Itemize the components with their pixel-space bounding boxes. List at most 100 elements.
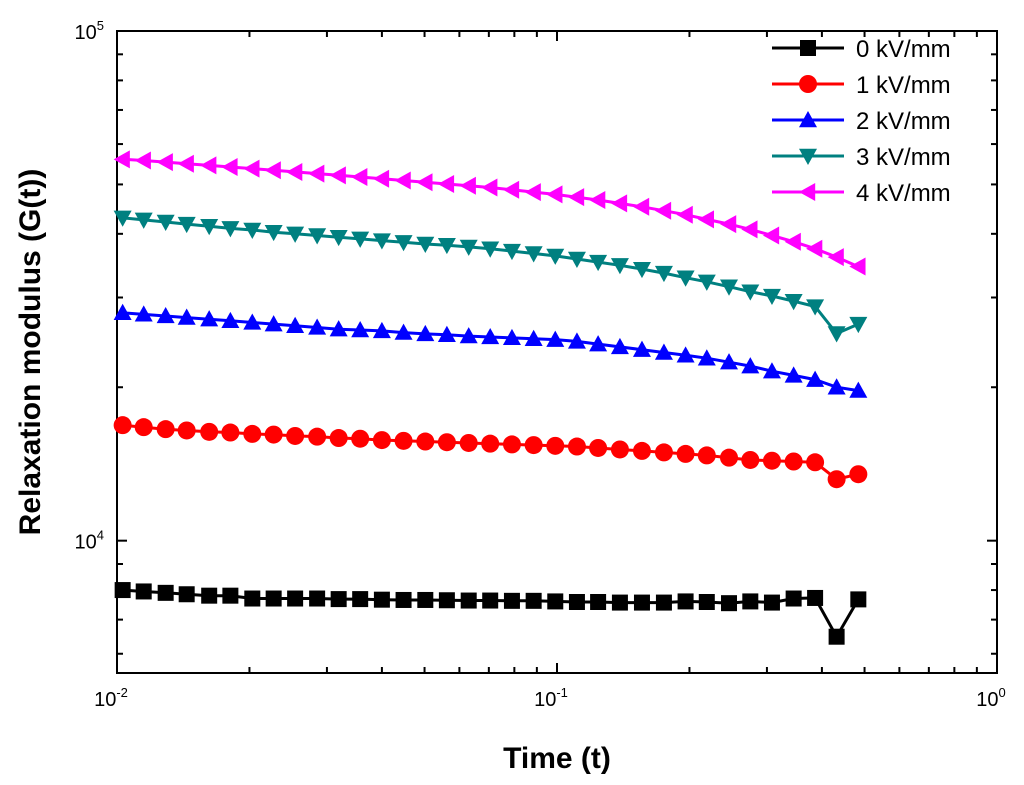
data-point bbox=[286, 226, 305, 243]
data-point bbox=[156, 306, 175, 324]
data-point bbox=[351, 168, 368, 187]
y-axis-title: Relaxation modulus (G(t)) bbox=[14, 169, 47, 536]
data-point bbox=[113, 416, 132, 435]
legend-item: 1 kV/mm bbox=[772, 72, 951, 99]
data-point bbox=[610, 337, 629, 355]
data-point bbox=[654, 265, 673, 283]
data-point bbox=[308, 164, 325, 183]
data-point bbox=[329, 320, 348, 337]
data-point bbox=[460, 592, 477, 609]
data-point bbox=[698, 593, 715, 610]
data-point bbox=[134, 418, 153, 437]
data-point bbox=[654, 343, 673, 360]
data-point bbox=[547, 593, 564, 610]
data-point bbox=[610, 194, 628, 213]
data-point bbox=[762, 362, 781, 379]
data-point bbox=[524, 329, 543, 346]
data-point bbox=[286, 162, 303, 181]
data-point bbox=[849, 316, 868, 334]
data-point bbox=[502, 243, 521, 261]
data-point bbox=[697, 210, 714, 229]
data-point bbox=[632, 197, 650, 216]
data-point bbox=[329, 166, 346, 185]
data-point bbox=[221, 311, 240, 329]
data-point bbox=[221, 221, 240, 238]
y-tick-label: 104 bbox=[75, 528, 104, 554]
data-point bbox=[503, 592, 520, 609]
data-point bbox=[221, 157, 238, 176]
data-point bbox=[308, 228, 327, 245]
chart-legend: 0 kV/mm 1 kV/mm 2 kV/mm 3 kV/mm 4 kV/mm bbox=[772, 36, 951, 207]
x-tick-label: 10-1 bbox=[534, 685, 568, 711]
legend-item: 0 kV/mm bbox=[772, 36, 951, 63]
y-tick-label: 105 bbox=[75, 18, 104, 44]
data-point bbox=[200, 422, 219, 441]
data-point bbox=[394, 431, 413, 450]
data-point bbox=[567, 332, 586, 349]
data-point bbox=[222, 587, 239, 604]
data-point bbox=[611, 594, 628, 611]
data-point bbox=[156, 153, 173, 172]
data-point bbox=[502, 328, 521, 346]
data-point bbox=[394, 323, 413, 340]
data-point bbox=[243, 313, 262, 330]
data-point bbox=[372, 169, 390, 188]
data-point bbox=[676, 444, 695, 463]
data-point bbox=[156, 214, 175, 231]
data-point bbox=[459, 433, 478, 452]
data-point bbox=[113, 210, 132, 227]
data-point bbox=[243, 159, 260, 178]
data-point bbox=[372, 321, 391, 339]
data-point bbox=[264, 315, 283, 332]
data-point bbox=[567, 437, 586, 456]
data-point bbox=[416, 324, 435, 342]
x-tick-label: 100 bbox=[976, 685, 1005, 711]
data-point bbox=[200, 219, 219, 236]
data-point bbox=[589, 335, 608, 352]
legend-label: 4 kV/mm bbox=[856, 180, 951, 207]
data-point bbox=[762, 451, 781, 470]
data-point bbox=[807, 589, 824, 606]
data-point bbox=[502, 435, 521, 454]
series-line bbox=[122, 216, 859, 336]
data-point bbox=[351, 321, 370, 338]
data-point bbox=[655, 594, 672, 611]
data-point bbox=[784, 232, 801, 251]
data-point bbox=[177, 308, 196, 325]
x-axis-title: Time (t) bbox=[503, 742, 611, 775]
data-point bbox=[459, 327, 478, 344]
data-point bbox=[372, 431, 391, 450]
data-point bbox=[676, 346, 695, 363]
data-point bbox=[243, 424, 262, 443]
data-point bbox=[373, 591, 390, 608]
data-point bbox=[264, 161, 281, 180]
data-point bbox=[610, 440, 629, 459]
data-point bbox=[827, 470, 846, 489]
data-point bbox=[632, 441, 651, 460]
data-point bbox=[157, 584, 174, 601]
data-point bbox=[437, 433, 456, 452]
data-point bbox=[806, 299, 825, 316]
data-point bbox=[134, 151, 151, 170]
data-point bbox=[200, 310, 219, 327]
data-point bbox=[394, 171, 411, 190]
data-point bbox=[784, 294, 803, 311]
data-point bbox=[697, 446, 716, 465]
data-point bbox=[632, 340, 651, 357]
data-point bbox=[741, 220, 758, 239]
data-point bbox=[394, 235, 413, 252]
data-point bbox=[828, 628, 845, 645]
data-point bbox=[156, 420, 175, 439]
data-point bbox=[177, 216, 196, 234]
data-point bbox=[286, 316, 305, 333]
x-tick-label: 10-2 bbox=[94, 685, 128, 711]
data-point bbox=[287, 590, 304, 607]
data-point bbox=[827, 378, 846, 395]
data-point bbox=[697, 274, 716, 291]
legend-label: 0 kV/mm bbox=[856, 36, 951, 63]
data-point bbox=[481, 434, 500, 453]
data-point bbox=[849, 257, 866, 276]
data-point bbox=[633, 594, 650, 611]
data-point bbox=[114, 582, 131, 599]
